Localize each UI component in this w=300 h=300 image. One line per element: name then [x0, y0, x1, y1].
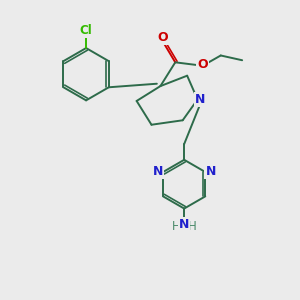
Text: N: N: [179, 218, 189, 230]
Text: N: N: [206, 166, 216, 178]
Text: O: O: [158, 32, 168, 44]
Text: Cl: Cl: [80, 24, 92, 37]
Text: O: O: [197, 58, 208, 70]
Text: N: N: [195, 93, 206, 106]
Text: H: H: [172, 220, 180, 233]
Text: H: H: [188, 220, 197, 233]
Text: N: N: [152, 166, 163, 178]
